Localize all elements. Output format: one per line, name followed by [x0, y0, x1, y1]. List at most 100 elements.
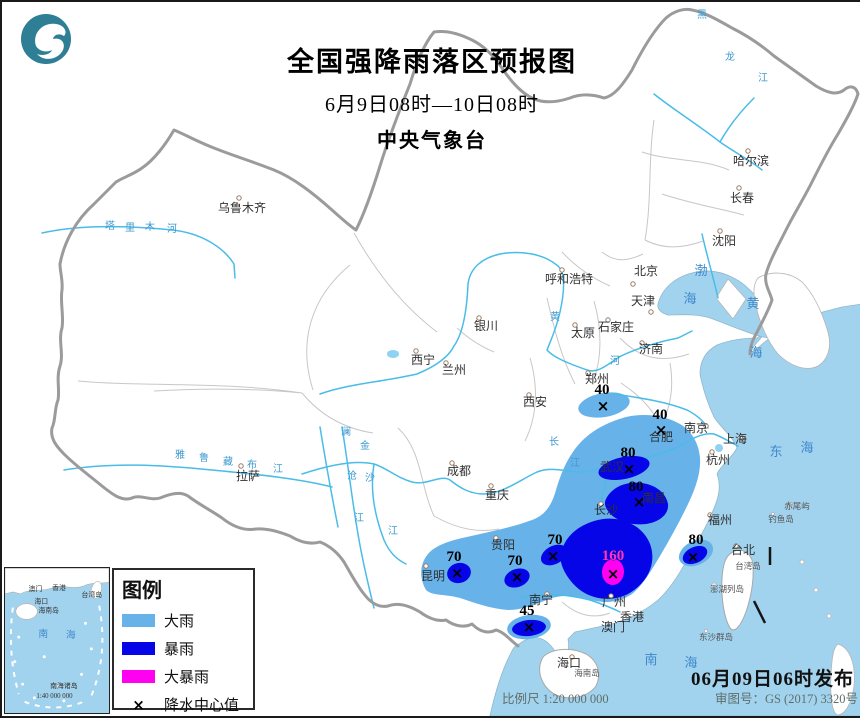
precipitation-center-x: × — [523, 618, 536, 636]
legend-item: 暴雨 — [122, 638, 245, 659]
city-label: 重庆 — [485, 488, 509, 502]
city-label: 西安 — [523, 394, 547, 409]
city-label: 天津 — [631, 294, 655, 308]
tai-lake — [715, 444, 723, 452]
city-label: 台北 — [731, 542, 755, 557]
river-name-label: 江 — [570, 457, 580, 469]
city-dot — [703, 423, 709, 429]
sea-layer — [489, 270, 860, 716]
precipitation-markers: ×40×40×80×80×70×70 ×70×160 ×80×45 — [447, 382, 704, 636]
city-label: 石家庄 — [598, 319, 634, 334]
inset-label: 海口 — [34, 597, 48, 606]
precipitation-center-x: × — [511, 568, 524, 586]
precipitation-center-x: × — [607, 565, 620, 583]
sea-name-label: 海 — [749, 345, 762, 360]
city-dot — [605, 317, 611, 323]
yangtze-river — [301, 432, 739, 495]
geo-label: 赤尾屿 — [784, 501, 810, 511]
city-label: 南宁 — [529, 592, 553, 607]
city-label: 兰州 — [442, 363, 466, 377]
city-label: 昆明 — [421, 569, 445, 583]
forecast-period: 6月9日08时—10日08时 — [325, 94, 539, 116]
rivers-layer — [41, 93, 763, 613]
city-label: 长春 — [730, 191, 754, 205]
legend-items: 大雨 暴雨 大暴雨 × 降水中心值 — [122, 610, 245, 715]
rain-patch-hefei — [646, 419, 674, 441]
map-approval-number: 审图号：GS (2017) 3320号 — [714, 692, 858, 706]
precipitation-value: 80 — [689, 532, 704, 548]
legend-color-swatch — [122, 614, 155, 627]
inset-label: 海南岛 — [38, 606, 59, 615]
city-dot — [449, 460, 455, 466]
city-label: 合肥 — [649, 429, 673, 444]
city-label: 济南 — [639, 341, 663, 356]
legend-item-label: 降水中心值 — [164, 698, 240, 714]
city-dot — [526, 392, 532, 398]
precipitation-center-x: × — [597, 397, 610, 415]
sea-name-label: 海 — [683, 291, 696, 306]
rainstorm-south — [560, 518, 653, 599]
inset-label: 海 — [66, 628, 76, 641]
pearl-river — [519, 593, 621, 613]
province-borders — [77, 119, 745, 617]
city-label: 拉萨 — [236, 468, 260, 483]
city-label: 沈阳 — [712, 233, 736, 248]
inset-label: 澳门 — [29, 584, 43, 593]
city-dot — [717, 228, 723, 234]
precipitation-center-x: × — [547, 547, 560, 565]
city-dot — [598, 501, 604, 507]
map-scale-row: 比例尺 1:20 000 000 审图号：GS (2017) 3320号 — [502, 688, 858, 707]
legend-item: 大雨 — [122, 610, 245, 631]
legend-item-label: 大暴雨 — [164, 670, 210, 686]
inset-label: 台湾岛 — [82, 590, 103, 599]
city-dot — [488, 483, 494, 489]
city-label: 成都 — [447, 464, 471, 478]
liaodong-peninsula — [715, 278, 747, 320]
precipitation-value: 80 — [621, 445, 636, 461]
city-dot — [733, 543, 739, 549]
legend-color-swatch — [122, 670, 155, 683]
inset-label: 南海诸岛 — [50, 681, 78, 690]
river-name-label: 江 — [354, 512, 364, 524]
korea-landmass — [753, 272, 830, 369]
river-name-label: 雅 — [175, 448, 185, 461]
boundary-ticks — [752, 547, 772, 624]
logo-swirl-icon — [35, 23, 66, 59]
precipitation-value: 70 — [447, 549, 462, 565]
river-name-label: 江 — [388, 525, 398, 537]
river-name-label: 河 — [610, 355, 620, 367]
page-title: 全国强降雨落区预报图 — [287, 47, 577, 77]
sea-name-label: 东 — [769, 444, 782, 459]
city-label: 香港 — [620, 610, 644, 624]
city-dot — [572, 322, 578, 328]
yellow-river — [319, 251, 693, 395]
sea-name-label: 海 — [684, 655, 697, 670]
river-name-label: 澜 — [341, 426, 351, 438]
agency-name: 中央气象台 — [377, 130, 487, 152]
huai-river — [613, 393, 709, 429]
inset-hainan — [15, 603, 38, 620]
river-name-label: 龙 — [725, 50, 735, 63]
precipitation-center-x: × — [623, 460, 636, 478]
east-south-sea — [489, 303, 860, 716]
geo-label: 钓鱼岛 — [768, 514, 794, 524]
city-label: 太原 — [571, 325, 595, 340]
city-label: 福州 — [708, 512, 732, 527]
sea-name-label: 南 — [644, 652, 657, 667]
title-block: 全国强降雨落区预报图 6月9日08时—10日08时 中央气象台 — [2, 40, 860, 153]
city-label: 郑州 — [585, 371, 609, 386]
river-name-label: 布 — [247, 459, 257, 471]
river-name-label: 沧 — [347, 469, 357, 482]
precipitation-value: 70 — [508, 553, 523, 569]
river-name-label: 黑 — [697, 9, 707, 21]
severe-rainstorm-core — [601, 559, 625, 585]
city-dot — [739, 435, 745, 441]
precipitation-value: 40 — [595, 382, 610, 398]
city-dot — [736, 185, 742, 191]
city-label: 广州 — [602, 595, 626, 609]
border-southwest — [50, 262, 520, 648]
